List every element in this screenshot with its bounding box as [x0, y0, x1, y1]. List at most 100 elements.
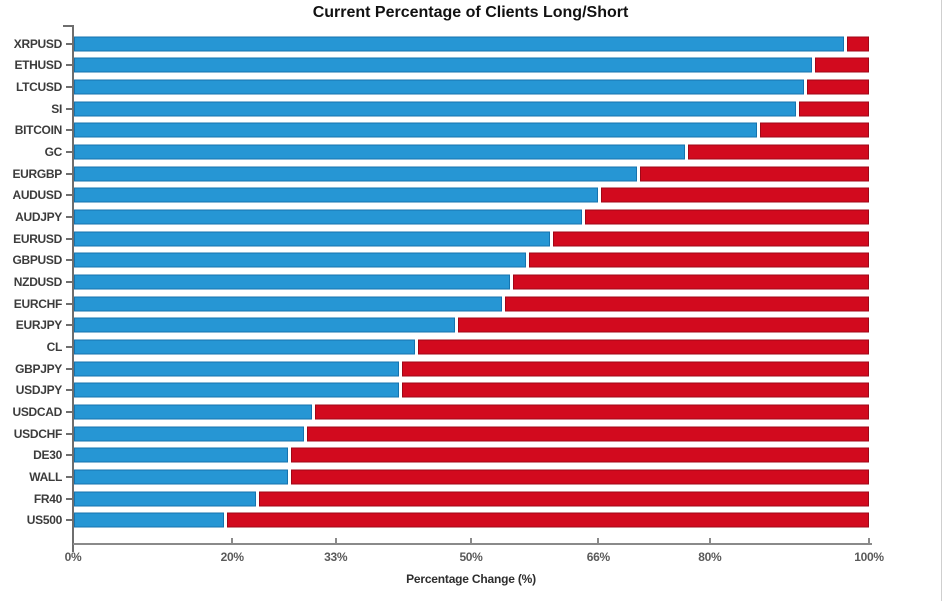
- bar-row: [74, 33, 869, 55]
- x-tick-label: 20%: [220, 550, 244, 564]
- bar-short-segment: [640, 166, 869, 182]
- bar-short-segment: [314, 404, 869, 420]
- bar-row: [74, 444, 869, 466]
- bar-long-segment: [74, 317, 455, 333]
- y-tick: [66, 475, 72, 478]
- bar-long-segment: [74, 361, 399, 377]
- bar-row: [74, 98, 869, 120]
- bar-row: [74, 336, 869, 358]
- bar-short-segment: [553, 231, 869, 247]
- bar-row: [74, 380, 869, 402]
- x-tick: [231, 538, 234, 543]
- bar-track: [74, 361, 869, 377]
- y-tick: [66, 519, 72, 522]
- category-label: EURGBP: [12, 166, 62, 181]
- category-label-row: FR40: [0, 488, 72, 510]
- bar-track: [74, 404, 869, 420]
- y-tick: [66, 151, 72, 154]
- category-label: FR40: [33, 491, 62, 506]
- bar-short-segment: [290, 469, 869, 485]
- bar-row: [74, 163, 869, 185]
- bar-long-segment: [74, 252, 527, 268]
- x-tick-label: 100%: [854, 550, 884, 564]
- bar-track: [74, 231, 869, 247]
- bar-track: [74, 166, 869, 182]
- bar-track: [74, 187, 869, 203]
- bar-long-segment: [74, 209, 582, 225]
- bar-row: [74, 401, 869, 423]
- y-tick: [66, 302, 72, 305]
- x-tick: [708, 538, 711, 543]
- bar-long-segment: [74, 101, 797, 117]
- x-tick-label: 33%: [324, 550, 348, 564]
- bar-track: [74, 339, 869, 355]
- category-label-row: BITCOIN: [0, 120, 72, 142]
- category-label-row: CL: [0, 336, 72, 358]
- category-label: USDCAD: [12, 404, 62, 419]
- bar-short-segment: [227, 512, 869, 528]
- category-labels-column: XRPUSD ETHUSD LTCUSD SI BITCOIN GC EURGBP AUDUS…: [0, 25, 72, 543]
- y-tick: [66, 64, 72, 67]
- category-label-row: LTCUSD: [0, 76, 72, 98]
- y-tick: [66, 281, 72, 284]
- bar-short-segment: [417, 339, 869, 355]
- y-tick: [66, 129, 72, 132]
- y-tick: [66, 497, 72, 500]
- bar-track: [74, 382, 869, 398]
- bar-row: [74, 488, 869, 510]
- bar-track: [74, 36, 869, 52]
- bar-track: [74, 512, 869, 528]
- category-label-row: ETHUSD: [0, 55, 72, 77]
- bar-track: [74, 296, 869, 312]
- bar-row: [74, 228, 869, 250]
- bar-short-segment: [505, 296, 869, 312]
- bar-long-segment: [74, 57, 813, 73]
- y-tick: [66, 42, 72, 45]
- bar-long-segment: [74, 122, 757, 138]
- bar-row: [74, 185, 869, 207]
- y-tick: [66, 86, 72, 89]
- bar-short-segment: [306, 426, 869, 442]
- category-label: AUDJPY: [15, 210, 62, 225]
- category-label: WALL: [29, 469, 62, 484]
- bar-short-segment: [847, 36, 869, 52]
- category-label: CL: [46, 340, 63, 355]
- x-axis-title: Percentage Change (%): [406, 572, 536, 586]
- bar-long-segment: [74, 339, 415, 355]
- bar-track: [74, 209, 869, 225]
- bar-row: [74, 358, 869, 380]
- category-label-row: WALL: [0, 466, 72, 488]
- category-label: ETHUSD: [14, 58, 62, 73]
- bar-short-segment: [401, 382, 869, 398]
- bar-track: [74, 491, 869, 507]
- bar-long-segment: [74, 144, 686, 160]
- category-label: EURJPY: [15, 318, 63, 333]
- chart-title: Current Percentage of Clients Long/Short: [312, 4, 629, 21]
- bar-short-segment: [401, 361, 869, 377]
- x-tick: [868, 538, 870, 543]
- category-label-row: SI: [0, 98, 72, 120]
- bar-track: [74, 317, 869, 333]
- category-label: XRPUSD: [13, 36, 63, 51]
- bar-short-segment: [513, 274, 869, 290]
- bar-short-segment: [688, 144, 869, 160]
- category-label: SI: [51, 101, 62, 116]
- bar-long-segment: [74, 512, 225, 528]
- bar-short-segment: [529, 252, 869, 268]
- bar-track: [74, 101, 869, 117]
- category-label-row: EURUSD: [0, 228, 72, 250]
- bar-short-segment: [600, 187, 869, 203]
- category-label: USDJPY: [15, 383, 63, 398]
- category-label: USDCHF: [13, 426, 63, 441]
- bar-long-segment: [74, 469, 288, 485]
- x-tick-label: 80%: [698, 550, 722, 564]
- bar-row: [74, 315, 869, 337]
- category-label-row: XRPUSD: [0, 33, 72, 55]
- category-label: GBPJPY: [15, 361, 62, 376]
- bar-long-segment: [74, 404, 312, 420]
- category-label-row: AUDJPY: [0, 206, 72, 228]
- bar-track: [74, 274, 869, 290]
- bar-row: [74, 466, 869, 488]
- category-label: BITCOIN: [14, 123, 63, 138]
